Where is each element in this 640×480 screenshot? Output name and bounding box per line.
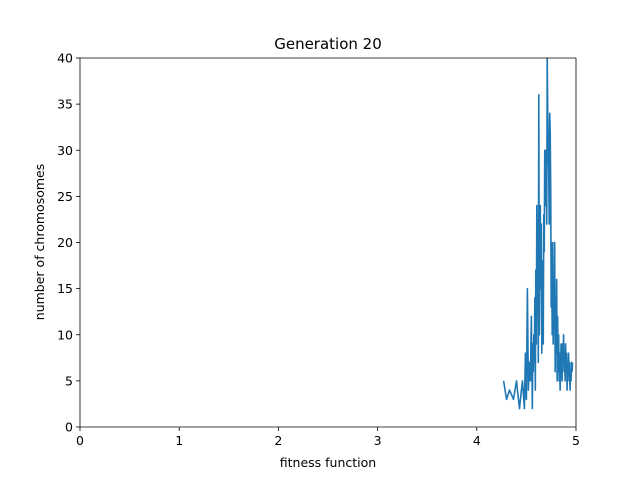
- plot-area: 0 1 2 3 4 5 0 5 10 15 20 25 30 35 40: [57, 51, 580, 449]
- y-tick-label: 30: [57, 143, 73, 158]
- x-tick-label: 3: [374, 433, 382, 448]
- x-axis-label: fitness function: [280, 455, 376, 470]
- chart-title: Generation 20: [274, 35, 382, 53]
- x-tick-label: 4: [473, 433, 481, 448]
- x-tick-label: 0: [76, 433, 84, 448]
- y-tick-label: 40: [57, 51, 73, 66]
- y-tick-label: 15: [57, 281, 73, 296]
- y-tick-label: 0: [65, 420, 73, 435]
- y-tick-label: 5: [65, 373, 73, 388]
- series-line-1: [502, 58, 574, 410]
- y-tick-label: 20: [57, 235, 73, 250]
- x-tick-label: 5: [572, 433, 580, 448]
- y-tick-label: 35: [57, 97, 73, 112]
- y-tick-label: 25: [57, 189, 73, 204]
- x-tick-label: 1: [175, 433, 183, 448]
- x-tick-label: 2: [274, 433, 282, 448]
- y-axis-label: number of chromosomes: [32, 164, 47, 320]
- y-tick-label: 10: [57, 327, 73, 342]
